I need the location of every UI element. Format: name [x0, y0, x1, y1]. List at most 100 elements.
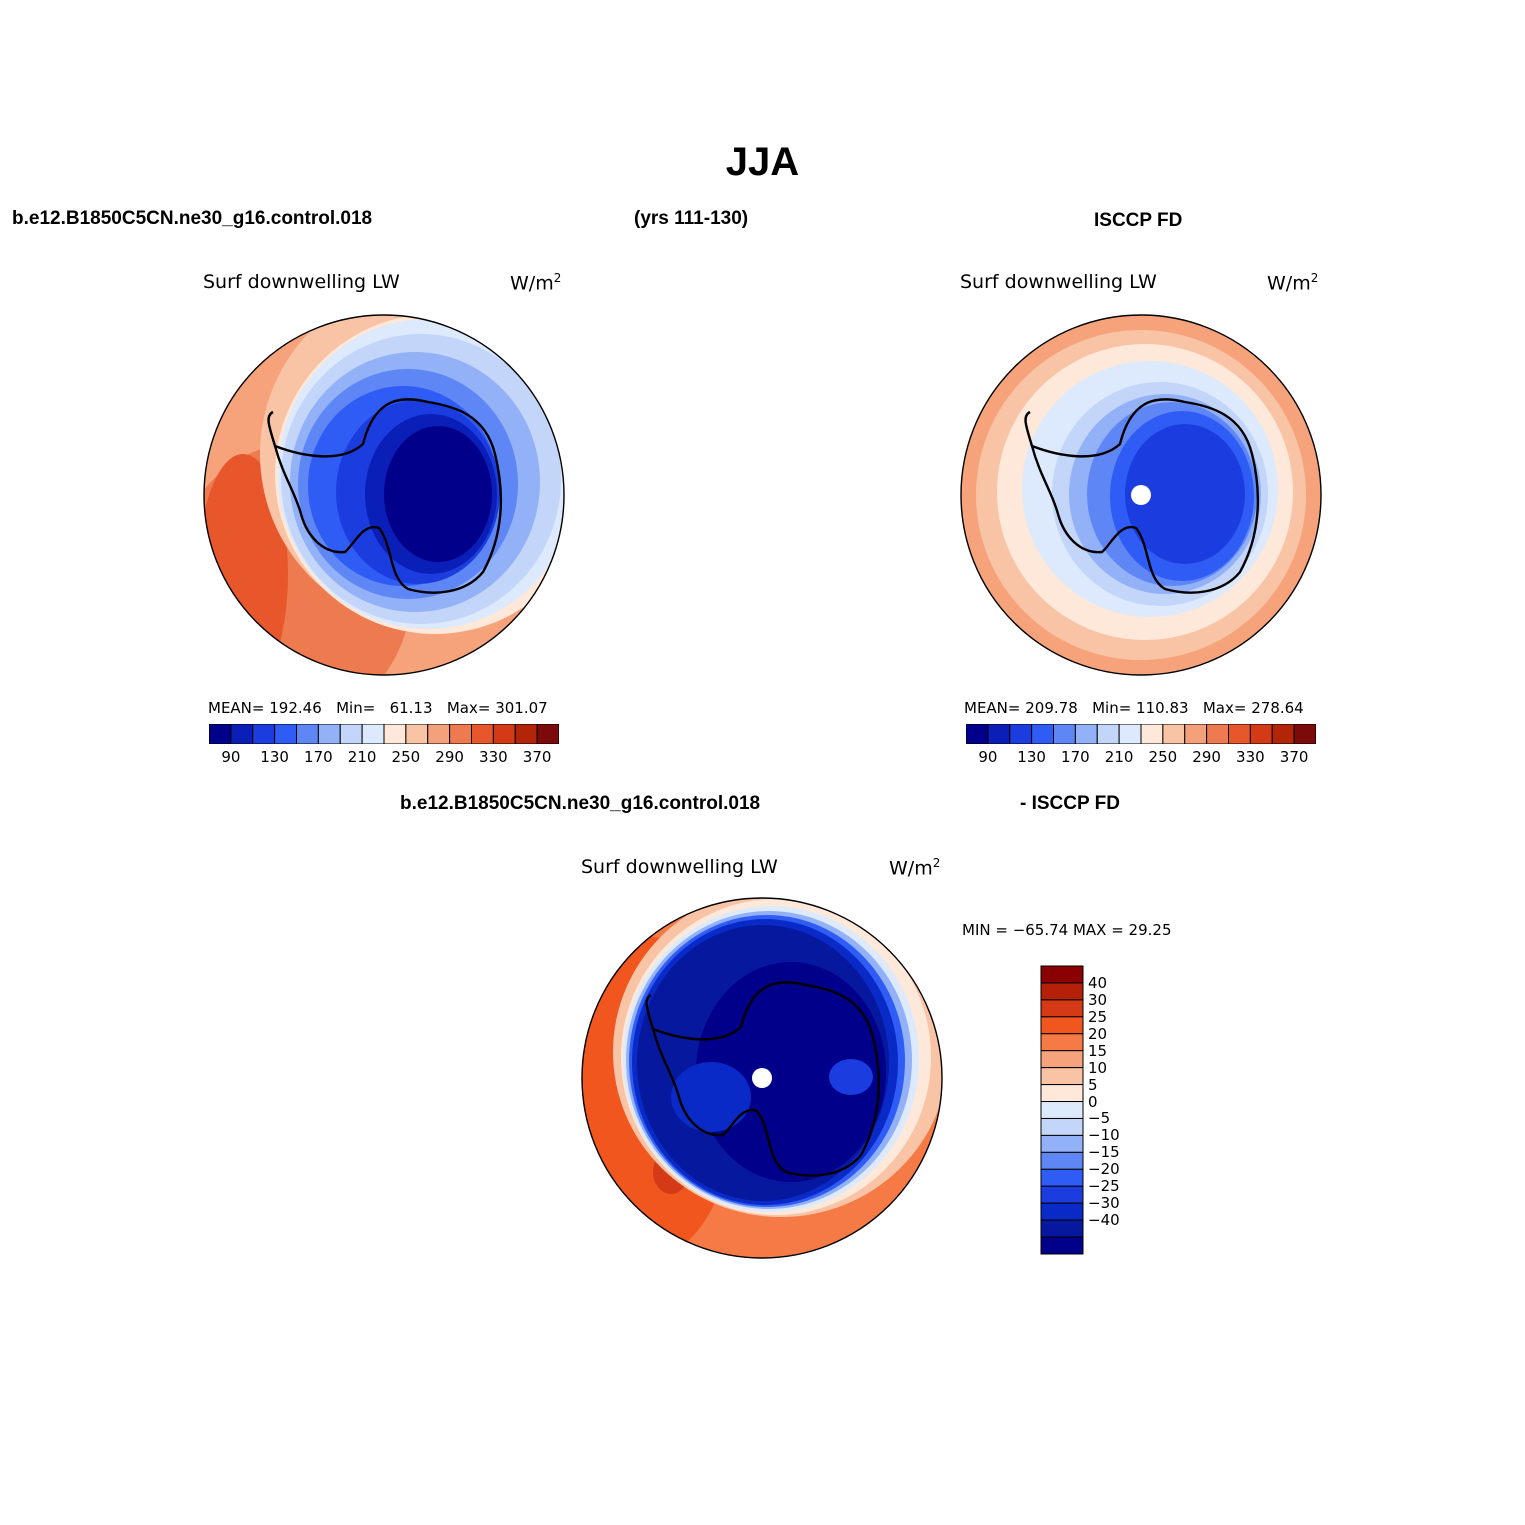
diff-colorbar-tick-label: −40 — [1088, 1211, 1120, 1230]
diff-colorbar-tick-label: −15 — [1088, 1143, 1120, 1162]
diff-colorbar-box — [1040, 1134, 1084, 1153]
diff-colorbar-box — [1040, 1202, 1084, 1221]
model-colorbar-tick-label: 290 — [435, 748, 464, 766]
diff-colorbar-box — [1040, 1168, 1084, 1187]
obs-colorbar-box — [1228, 724, 1251, 744]
model-colorbar-box — [405, 724, 429, 744]
obs-colorbar-tick-label: 370 — [1279, 748, 1309, 766]
model-colorbar-box — [449, 724, 472, 744]
obs-colorbar-box — [987, 724, 1011, 744]
obs-colorbar-tick-label: 130 — [1017, 748, 1046, 766]
diff-colorbar-tick-label: 40 — [1088, 973, 1108, 992]
obs-colorbar-box — [1249, 724, 1273, 744]
diff-colorbar-box — [1040, 1016, 1084, 1035]
model-colorbar-box — [536, 724, 559, 744]
obs-colorbar-tick-label: 290 — [1192, 748, 1221, 766]
obs-variable-title: Surf downwelling LW — [960, 271, 1157, 293]
figure-title: JJA — [725, 140, 800, 184]
obs-colorbar-box — [1162, 724, 1186, 744]
model-colorbar-box — [492, 724, 516, 744]
model-colorbar-ticks: 90 130 170 210 250 290 330 370 — [209, 748, 559, 768]
model-colorbar-tick-label: 90 — [221, 748, 241, 766]
obs-colorbar-box — [1206, 724, 1229, 744]
diff-colorbar-box — [1040, 1185, 1084, 1204]
model-variable-title: Surf downwelling LW — [203, 271, 400, 293]
model-colorbar-tick-label: 370 — [522, 748, 552, 766]
diff-colorbar-tick-label: −10 — [1088, 1126, 1120, 1145]
model-colorbar-box — [339, 724, 363, 744]
obs-colorbar-box — [1271, 724, 1295, 744]
obs-polar-map — [960, 314, 1322, 676]
diff-colorbar-box — [1040, 999, 1084, 1018]
model-polar-map — [203, 314, 565, 676]
obs-stats: MEAN= 209.78 Min= 110.83 Max= 278.64 — [964, 699, 1304, 717]
obs-colorbar-box — [1031, 724, 1054, 744]
model-colorbar-box — [274, 724, 297, 744]
model-stats: MEAN= 192.46 Min= 61.13 Max= 301.07 — [208, 699, 548, 717]
model-colorbar-box — [252, 724, 276, 744]
obs-colorbar-box — [1009, 724, 1033, 744]
obs-colorbar-ticks: 90 130 170 210 250 290 330 370 — [966, 748, 1316, 768]
diff-colorbar-tick-label: 0 — [1088, 1092, 1098, 1111]
model-colorbar-tick-label: 170 — [304, 748, 333, 766]
diff-colorbar-box — [1040, 1084, 1084, 1103]
model-colorbar-box — [317, 724, 341, 744]
model-case-label: b.e12.B1850C5CN.ne30_g16.control.018 — [12, 208, 373, 229]
obs-colorbar-box — [1184, 724, 1208, 744]
diff-colorbar-tick-label: 20 — [1088, 1024, 1108, 1043]
model-colorbar-box — [361, 724, 385, 744]
obs-colorbar-box — [1074, 724, 1098, 744]
model-colorbar-box — [296, 724, 319, 744]
obs-colorbar-tick-label: 170 — [1061, 748, 1090, 766]
obs-colorbar — [966, 724, 1316, 744]
model-colorbar-box — [471, 724, 494, 744]
model-colorbar-box — [209, 724, 232, 744]
model-colorbar-box — [427, 724, 451, 744]
diff-colorbar-tick-label: 25 — [1088, 1007, 1108, 1026]
diff-colorbar-box — [1040, 982, 1084, 1001]
model-colorbar-tick-label: 330 — [479, 748, 508, 766]
obs-colorbar-tick-label: 250 — [1148, 748, 1178, 766]
diff-obs-label: - ISCCP FD — [1020, 793, 1120, 814]
obs-colorbar-box — [1293, 724, 1316, 744]
obs-colorbar-box — [1053, 724, 1076, 744]
diff-units: W/m2 — [889, 856, 941, 880]
diff-colorbar-ticks: 40 30 25 20 15 10 5 0 −5 −10 −15 −20 −25 −30 −40 — [1088, 965, 1148, 1255]
diff-colorbar-box — [1040, 1117, 1084, 1136]
obs-colorbar-box — [966, 724, 989, 744]
diff-variable-title: Surf downwelling LW — [581, 856, 778, 878]
diff-colorbar-tick-label: −5 — [1088, 1109, 1111, 1128]
diff-colorbar — [1040, 965, 1084, 1255]
diff-colorbar-box — [1040, 1151, 1084, 1170]
diff-case-label: b.e12.B1850C5CN.ne30_g16.control.018 — [400, 793, 761, 814]
diff-colorbar-box — [1040, 1033, 1084, 1052]
obs-colorbar-tick-label: 90 — [978, 748, 998, 766]
diff-colorbar-tick-label: −30 — [1088, 1194, 1120, 1213]
diff-colorbar-tick-label: −20 — [1088, 1160, 1120, 1179]
model-colorbar-box — [514, 724, 538, 744]
obs-colorbar-box — [1118, 724, 1142, 744]
model-colorbar-tick-label: 130 — [260, 748, 289, 766]
obs-colorbar-tick-label: 330 — [1236, 748, 1265, 766]
diff-colorbar-box — [1040, 1067, 1084, 1086]
diff-polar-map — [581, 897, 943, 1259]
diff-colorbar-box — [1040, 1219, 1084, 1238]
diff-colorbar-tick-label: 5 — [1088, 1075, 1098, 1094]
diff-colorbar-tick-label: 15 — [1088, 1041, 1108, 1060]
obs-label: ISCCP FD — [1094, 210, 1183, 231]
model-colorbar-box — [383, 724, 407, 744]
diff-colorbar-tick-label: −25 — [1088, 1177, 1120, 1196]
obs-colorbar-box — [1140, 724, 1164, 744]
model-units: W/m2 — [510, 271, 562, 295]
diff-colorbar-box — [1040, 1101, 1084, 1119]
diff-colorbar-box — [1040, 965, 1084, 984]
diff-colorbar-tick-label: 10 — [1088, 1058, 1108, 1077]
model-colorbar — [209, 724, 559, 744]
obs-colorbar-box — [1096, 724, 1120, 744]
model-colorbar-box — [230, 724, 254, 744]
years-label: (yrs 111-130) — [634, 208, 749, 229]
model-colorbar-tick-label: 210 — [347, 748, 377, 766]
model-colorbar-tick-label: 250 — [391, 748, 421, 766]
diff-colorbar-tick-label: 30 — [1088, 990, 1108, 1009]
obs-units: W/m2 — [1267, 271, 1319, 295]
